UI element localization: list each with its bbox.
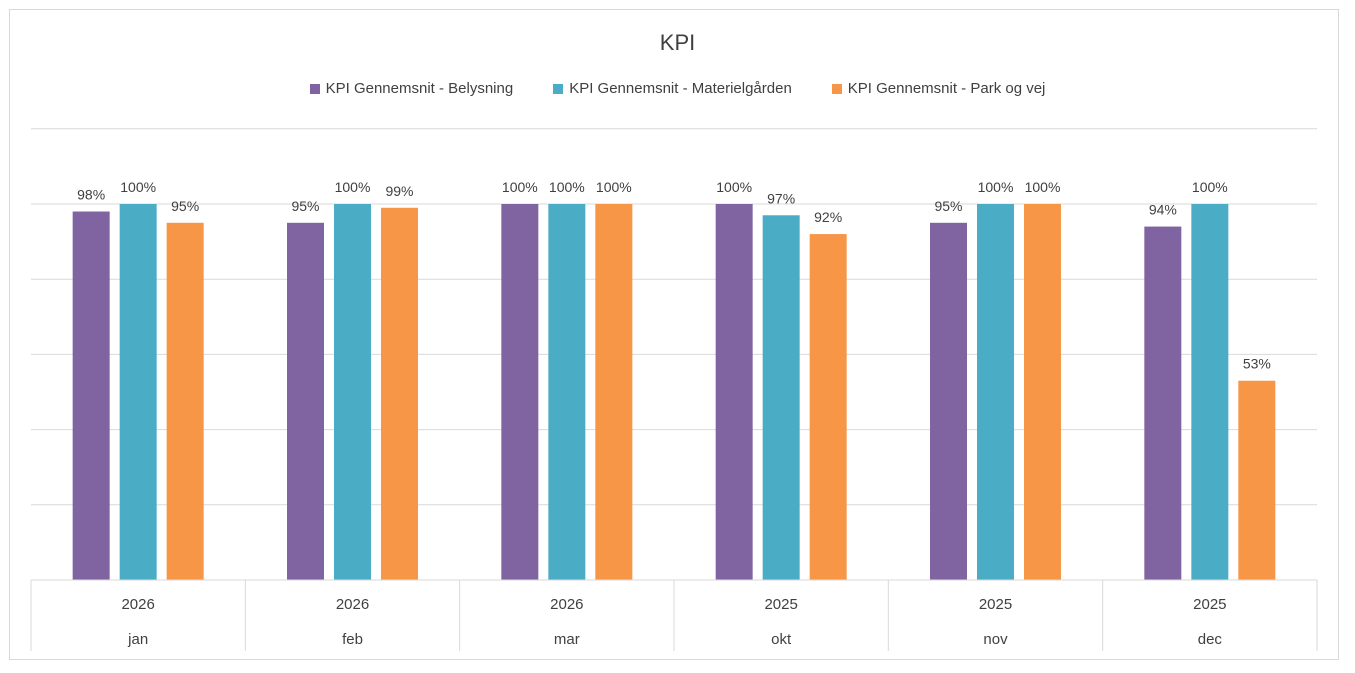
x-tick-year: 2025 [979,596,1012,613]
x-tick-month: feb [342,631,363,648]
x-tick-year: 2025 [1193,596,1226,613]
data-label: 92% [814,209,842,225]
bar [334,204,371,580]
x-tick-year: 2026 [336,596,369,613]
legend-item-park-og-vej: KPI Gennemsnit - Park og vej [831,80,1046,97]
bar [1024,204,1061,580]
data-label: 100% [549,179,585,195]
x-tick-month: mar [554,631,580,648]
chart-frame [9,9,1339,660]
bar [1238,380,1276,580]
bar [809,234,847,580]
data-label: 53% [1243,356,1271,372]
legend-swatch-materielgaarden [553,83,564,94]
data-label: 100% [978,179,1014,195]
x-tick-month: dec [1198,631,1223,648]
data-label: 100% [1025,179,1061,195]
bar [381,207,418,580]
data-label: 95% [291,198,319,214]
data-label: 100% [120,179,156,195]
x-tick-year: 2026 [550,596,583,613]
bar [930,222,967,581]
legend-swatch-belysning [309,83,320,94]
bar [1144,226,1182,580]
bar [762,215,800,580]
chart-legend: KPI Gennemsnit - Belysning KPI Gennemsni… [0,80,1355,97]
data-label: 98% [77,187,105,203]
data-label: 99% [385,183,413,199]
bar [72,211,110,580]
legend-label-materielgaarden: KPI Gennemsnit - Materielgården [569,80,792,97]
legend-item-belysning: KPI Gennemsnit - Belysning [309,80,514,97]
x-tick-year: 2025 [764,596,797,613]
data-label: 95% [934,198,962,214]
bar [595,204,633,580]
bar [977,204,1014,580]
data-label: 94% [1149,202,1177,218]
x-tick-month: jan [127,631,148,648]
data-label: 97% [767,190,795,206]
bar [501,204,539,580]
bar [548,204,586,580]
bar [287,222,324,581]
bar [715,204,753,580]
bar [1191,204,1229,580]
legend-label-park-og-vej: KPI Gennemsnit - Park og vej [847,80,1046,97]
x-tick-month: nov [983,631,1008,648]
legend-label-belysning: KPI Gennemsnit - Belysning [325,80,514,97]
chart-title: KPI [659,30,696,55]
bar [119,204,157,580]
data-label: 100% [716,179,752,195]
legend-item-materielgaarden: KPI Gennemsnit - Materielgården [553,80,792,97]
bar [166,222,204,581]
x-tick-year: 2026 [121,596,154,613]
data-label: 100% [596,179,632,195]
data-label: 100% [335,179,371,195]
data-label: 100% [502,179,538,195]
data-label: 95% [171,198,199,214]
legend-swatch-park-og-vej [831,83,842,94]
x-tick-month: okt [771,631,792,648]
data-label: 100% [1192,179,1228,195]
